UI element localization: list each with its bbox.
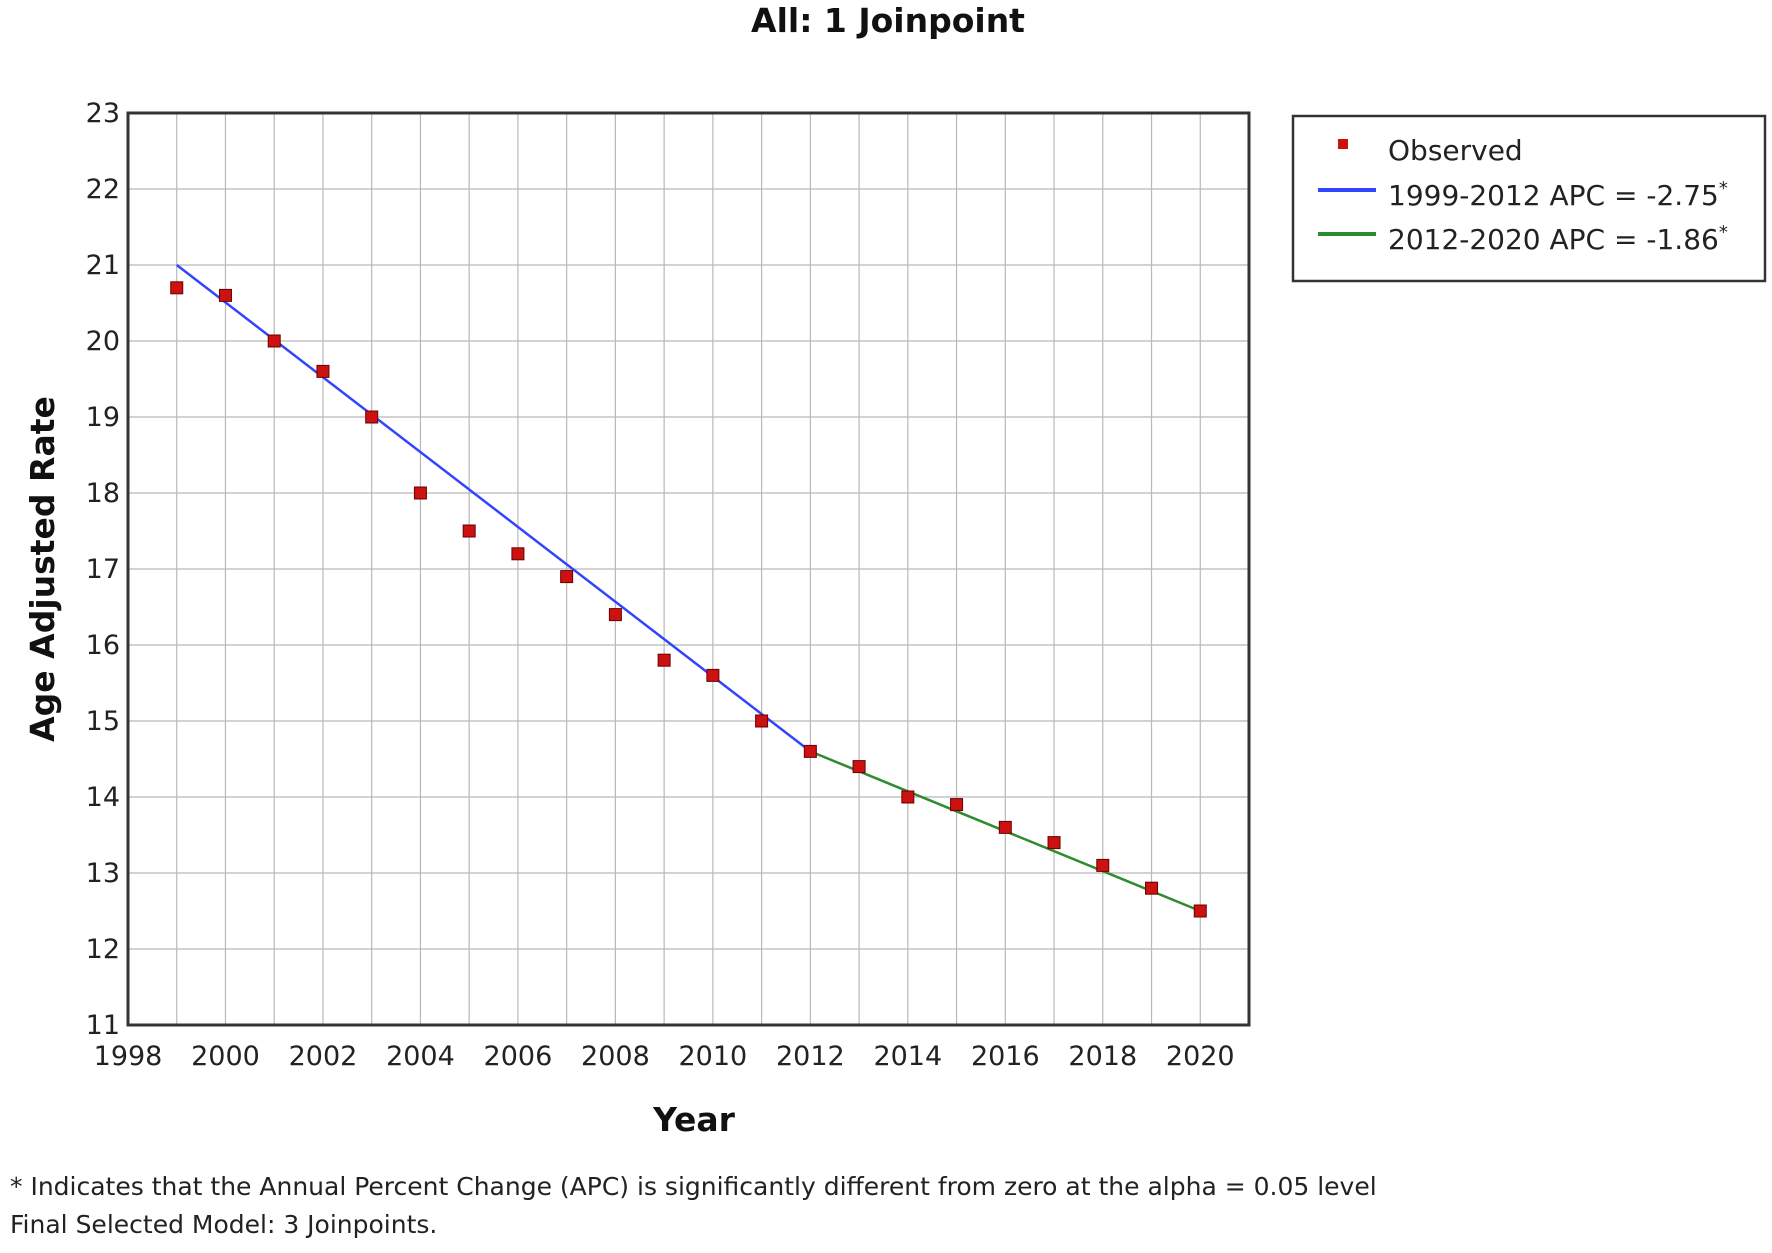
y-tick-label: 14 [86,782,120,813]
observed-point [803,744,817,758]
x-axis-title: Year [652,1100,736,1139]
observed-points [170,281,1207,918]
trend-line-segment-1 [175,264,812,753]
footnote-apc: * Indicates that the Annual Percent Chan… [10,1172,1377,1201]
x-tick-label: 2002 [289,1041,358,1072]
legend-segment-2-label: 2012-2020 APC = -1.86* [1388,222,1728,256]
x-tick-label: 2014 [873,1041,942,1072]
x-axis-ticks: 1998 2000 2002 2004 2006 2008 2010 2012 2014 2016… [94,1041,1235,1072]
observed-point [1193,904,1207,918]
y-tick-label: 15 [86,706,120,737]
chart-title: All: 1 Joinpoint [751,1,1025,40]
x-tick-label: 2010 [679,1041,748,1072]
y-tick-label: 21 [86,250,120,281]
observed-point [755,714,769,728]
observed-point [608,608,622,622]
x-tick-label: 2012 [776,1041,845,1072]
observed-point [1047,836,1061,850]
y-axis-ticks: 11 12 13 14 15 16 17 18 19 20 21 22 23 [86,98,120,1041]
x-tick-label: 2016 [971,1041,1040,1072]
observed-point [1096,858,1110,872]
observed-point [852,760,866,774]
y-tick-label: 17 [86,554,120,585]
grid [127,112,1250,1026]
x-tick-label: 2020 [1166,1041,1235,1072]
legend-observed-label: Observed [1388,134,1523,167]
legend: Observed 1999-2012 APC = -2.75* 2012-202… [1291,114,1767,283]
legend-box [1291,114,1767,283]
y-tick-label: 13 [86,858,120,889]
observed-point [1145,881,1159,895]
x-tick-label: 1998 [94,1041,163,1072]
y-tick-label: 23 [86,98,120,129]
x-tick-label: 2000 [191,1041,260,1072]
observed-point [316,364,330,378]
y-tick-label: 22 [86,174,120,205]
observed-point [706,668,720,682]
observed-point [267,334,281,348]
observed-point [511,547,525,561]
observed-point [365,410,379,424]
x-tick-label: 2008 [581,1041,650,1072]
y-tick-label: 11 [86,1010,120,1041]
y-axis-title: Age Adjusted Rate [23,396,62,742]
legend-observed-marker [1338,139,1348,149]
footnote-final-model: Final Selected Model: 3 Joinpoints. [10,1210,438,1239]
observed-point [657,653,671,667]
observed-point [950,798,964,812]
y-tick-label: 19 [86,402,120,433]
observed-point [998,820,1012,834]
y-tick-label: 18 [86,478,120,509]
observed-point [901,790,915,804]
legend-segment-1-label: 1999-2012 APC = -2.75* [1388,178,1728,212]
plot-frame [126,111,1251,1027]
x-tick-label: 2004 [386,1041,455,1072]
observed-point [560,570,574,584]
y-tick-label: 20 [86,326,120,357]
observed-point [170,281,184,295]
observed-point [413,486,427,500]
y-tick-label: 16 [86,630,120,661]
observed-point [218,288,232,302]
observed-point [462,524,476,538]
x-tick-label: 2018 [1068,1041,1137,1072]
x-tick-label: 2006 [484,1041,553,1072]
y-tick-label: 12 [86,934,120,965]
